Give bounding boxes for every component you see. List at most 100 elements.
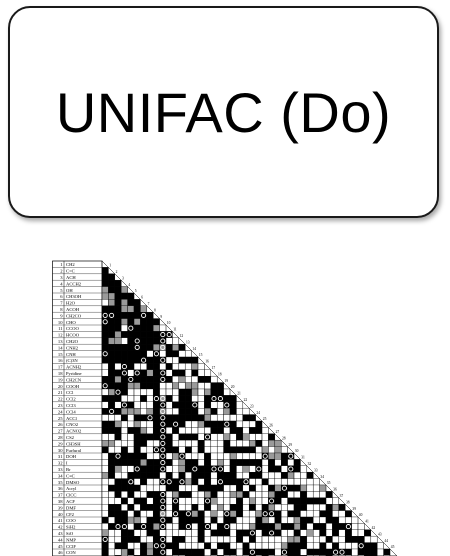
matrix-cell-missing	[197, 363, 205, 370]
matrix-cell-available	[108, 395, 115, 402]
matrix-cell-available	[101, 324, 109, 332]
matrix-cell-available	[357, 536, 365, 543]
matrix-cell-missing	[172, 440, 179, 447]
matrix-cell-missing	[101, 414, 109, 422]
matrix-cell-missing	[191, 420, 199, 428]
matrix-cell-missing	[197, 542, 205, 550]
matrix-cell-missing	[217, 497, 224, 505]
matrix-cell-available	[268, 548, 275, 556]
matrix-cell-missing	[133, 363, 141, 370]
matrix-cell-missing	[377, 548, 384, 556]
matrix-cell-missing	[236, 452, 243, 460]
circle-mark	[217, 466, 223, 472]
matrix-cell-missing	[210, 433, 218, 441]
matrix-cell-missing	[210, 401, 218, 409]
diagonal-number: 4	[128, 283, 130, 287]
matrix-cell-available	[178, 344, 186, 351]
matrix-cell-missing	[210, 440, 218, 447]
matrix-cell-missing	[133, 401, 141, 409]
matrix-cell-missing	[108, 478, 115, 486]
group-label: SiH2	[66, 525, 76, 530]
matrix-cell-missing	[223, 504, 231, 511]
matrix-cell-partial	[133, 318, 141, 326]
matrix-cell-missing	[191, 491, 199, 498]
matrix-cell-available	[281, 523, 288, 530]
diagonal-number: 12	[180, 334, 184, 338]
matrix-cell-available	[146, 433, 154, 441]
matrix-cell-missing	[281, 465, 288, 473]
matrix-cell-available	[178, 420, 186, 428]
matrix-cell-missing	[357, 529, 365, 537]
matrix-cell-missing	[185, 452, 192, 460]
matrix-cell-available	[140, 414, 147, 422]
circle-mark	[281, 549, 287, 555]
matrix-cell-partial	[217, 504, 224, 511]
matrix-cell-missing	[313, 504, 320, 511]
matrix-cell-partial	[210, 510, 218, 518]
matrix-cell-available	[153, 472, 160, 479]
matrix-cell-partial	[191, 382, 199, 390]
matrix-cell-missing	[242, 472, 250, 479]
matrix-cell-available	[325, 491, 333, 498]
circle-mark	[160, 332, 166, 338]
matrix-cell-missing	[274, 459, 282, 466]
circle-mark	[115, 453, 121, 459]
matrix-cell-missing	[165, 356, 173, 364]
matrix-cell-available	[114, 305, 122, 313]
matrix-cell-missing	[242, 427, 250, 434]
group-number: 8	[60, 307, 63, 312]
circle-mark	[160, 440, 166, 446]
matrix-cell-missing	[108, 497, 115, 505]
matrix-cell-missing	[146, 497, 154, 505]
matrix-cell-missing	[210, 478, 218, 486]
matrix-cell-missing	[101, 459, 109, 466]
group-label: COO	[66, 518, 76, 523]
circle-mark	[134, 466, 140, 472]
matrix-cell-available	[204, 376, 211, 383]
matrix-cell-available	[223, 395, 231, 402]
matrix-cell-available	[370, 548, 378, 556]
circle-mark	[134, 344, 140, 350]
matrix-cell-missing	[255, 491, 263, 498]
circle-mark	[173, 511, 179, 517]
diagonal-number: 7	[148, 302, 150, 306]
matrix-cell-missing	[101, 478, 109, 486]
group-number: 3	[60, 275, 63, 280]
matrix-cell-partial	[242, 465, 250, 473]
matrix-cell-partial	[153, 344, 160, 351]
matrix-cell-missing	[191, 440, 199, 447]
matrix-cell-missing	[261, 459, 269, 466]
matrix-cell-partial	[172, 491, 179, 498]
matrix-cell-missing	[268, 516, 275, 524]
matrix-cell-missing	[165, 369, 173, 377]
matrix-cell-available	[165, 472, 173, 479]
diagonal-number: 36	[333, 488, 337, 492]
matrix-cell-available	[293, 504, 301, 511]
matrix-cell-available	[191, 504, 199, 511]
matrix-cell-available	[153, 420, 160, 428]
matrix-cell-missing	[210, 459, 218, 466]
circle-mark	[224, 511, 230, 517]
matrix-cell-missing	[127, 369, 135, 377]
matrix-cell-available	[165, 484, 173, 492]
diagonal-number: 28	[282, 436, 286, 440]
matrix-cell-available	[121, 350, 128, 358]
circle-mark	[134, 338, 140, 344]
matrix-cell-missing	[249, 491, 256, 498]
circle-mark	[153, 447, 159, 453]
matrix-cell-missing	[114, 536, 122, 543]
group-label: Pyridine	[66, 371, 82, 376]
matrix-cell-missing	[197, 401, 205, 409]
matrix-cell-partial	[223, 408, 231, 415]
matrix-cell-available	[293, 510, 301, 518]
matrix-cell-missing	[101, 401, 109, 409]
matrix-cell-partial	[204, 388, 211, 396]
matrix-cell-available	[185, 548, 192, 556]
matrix-cell-available	[114, 344, 122, 351]
matrix-cell-available	[242, 459, 250, 466]
matrix-cell-available	[255, 516, 263, 524]
matrix-cell-available	[153, 318, 160, 326]
matrix-cell-missing	[121, 337, 128, 345]
matrix-cell-available	[300, 523, 307, 530]
matrix-cell-available	[165, 344, 173, 351]
